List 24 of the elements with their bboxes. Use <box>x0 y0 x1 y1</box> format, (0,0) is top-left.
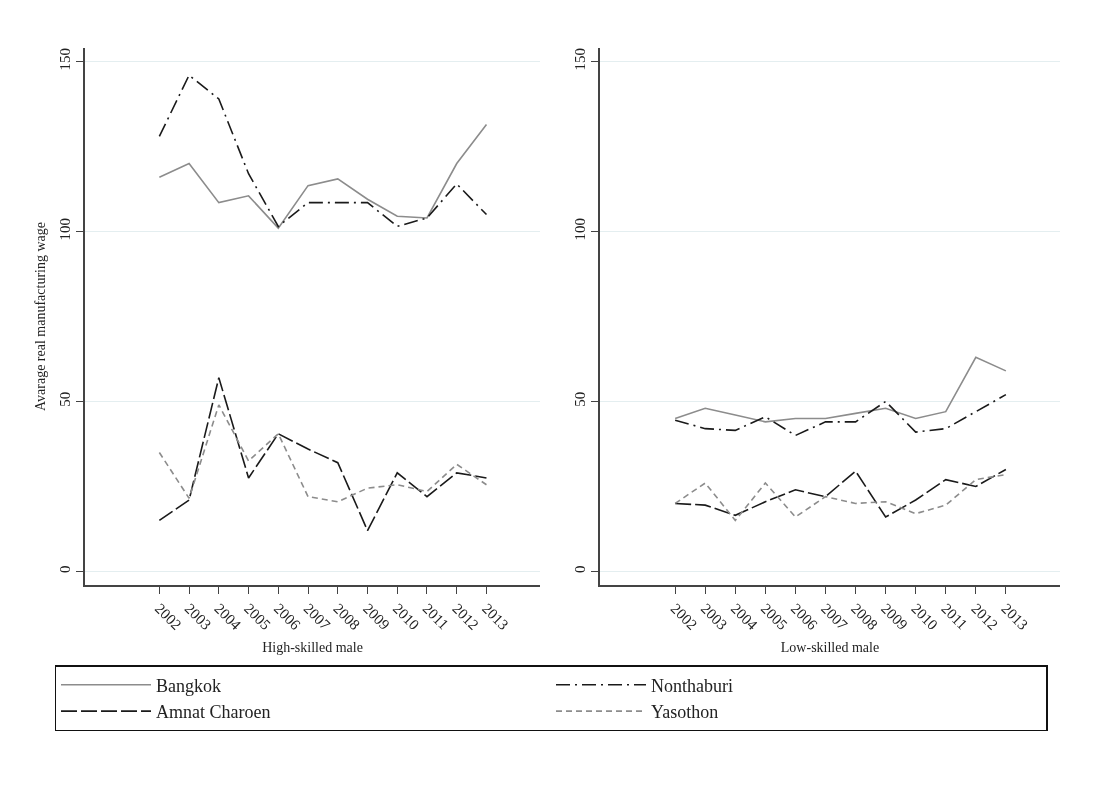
legend-label: Bangkok <box>156 675 221 696</box>
legend-label: Yasothon <box>651 702 719 723</box>
y-tick-label: 150 <box>57 48 74 71</box>
x-axis-title: High-skilled male <box>262 640 363 656</box>
line-series <box>158 74 488 228</box>
x-tick-label: 2010 <box>908 600 941 633</box>
y-axis-title: Avarage real manufacturing wage <box>33 221 49 412</box>
y-tick-label: 0 <box>572 565 589 573</box>
x-tick-label: 2007 <box>818 600 851 634</box>
line-series <box>674 356 1007 423</box>
y-tick-label: 50 <box>57 391 74 407</box>
line-series <box>158 404 488 503</box>
line-series <box>674 393 1007 437</box>
y-tick-label: 100 <box>57 218 74 241</box>
y-tick-label: 0 <box>57 565 74 573</box>
y-tick-label: 50 <box>572 391 589 407</box>
x-axis-title: Low-skilled male <box>780 640 880 656</box>
line-series <box>158 123 488 229</box>
legend-label: Amnat Charoen <box>156 702 271 723</box>
legend-label: Nonthaburi <box>651 675 733 696</box>
y-tick-label: 100 <box>572 218 589 241</box>
line-series <box>158 376 488 532</box>
y-tick-label: 150 <box>572 48 589 71</box>
x-tick-label: 2007 <box>300 600 334 634</box>
